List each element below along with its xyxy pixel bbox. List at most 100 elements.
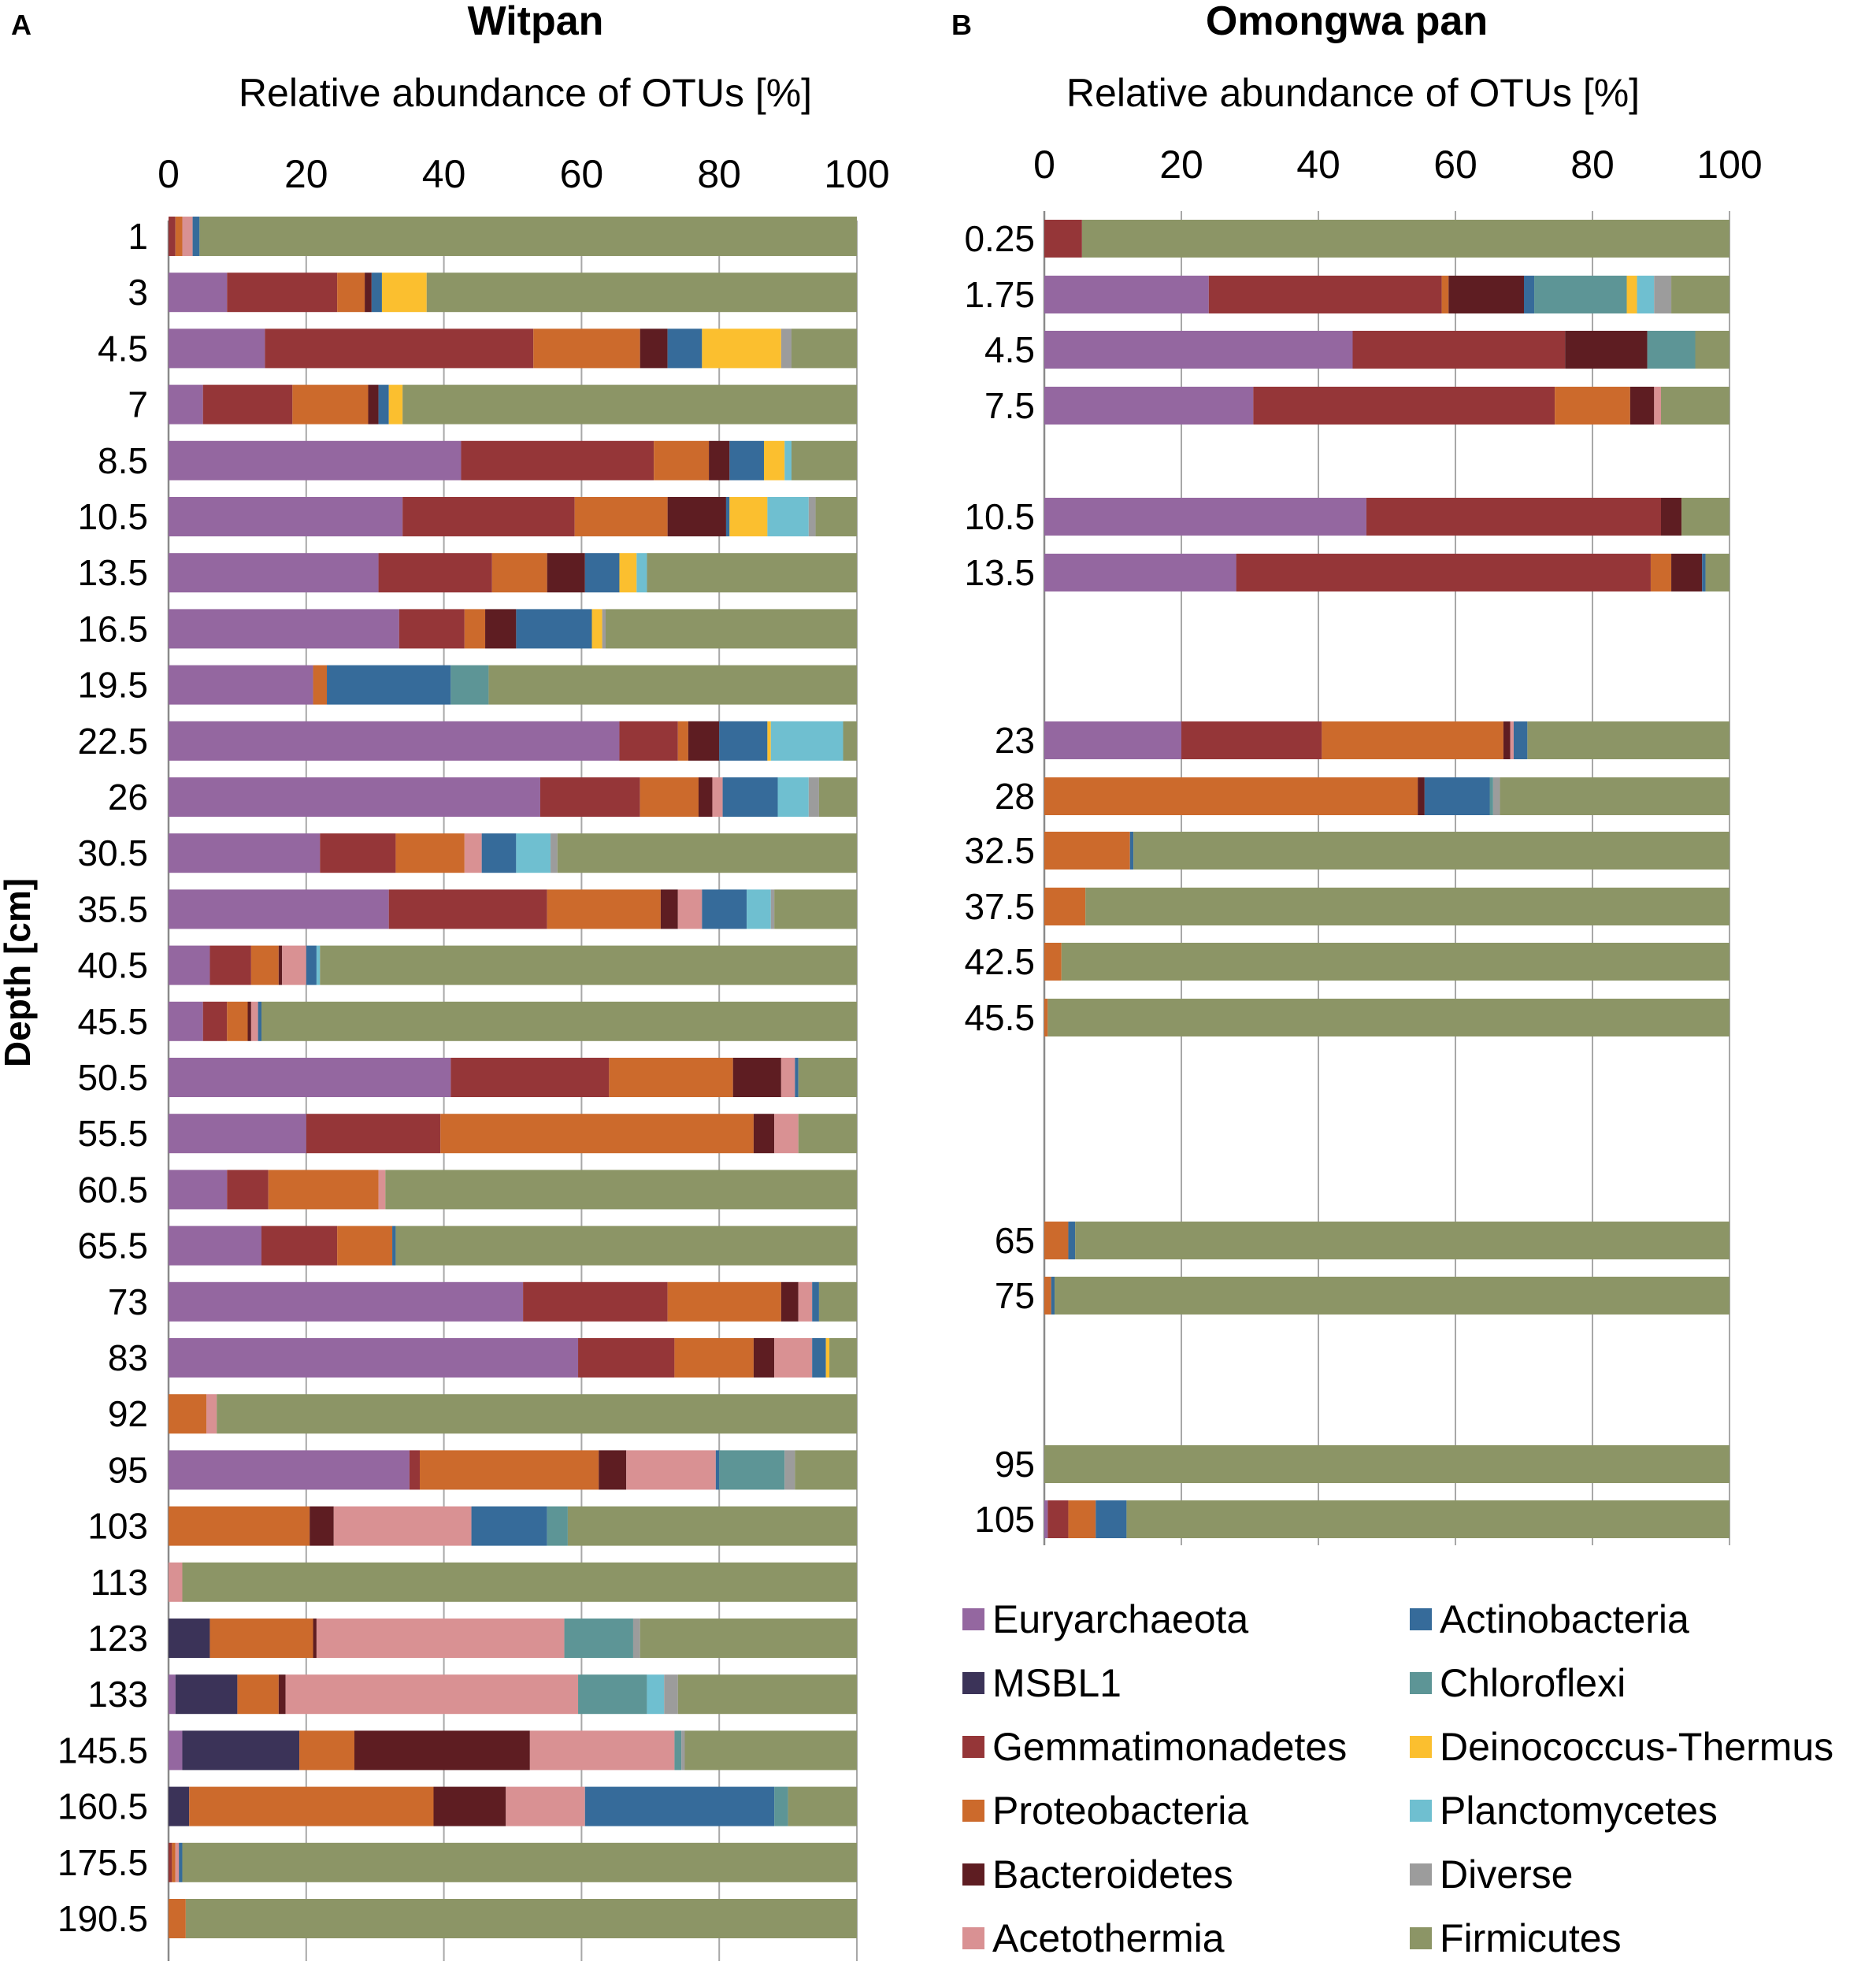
legend-swatch-acetothermia xyxy=(962,1927,984,1949)
panel-a-bar-firmicutes xyxy=(185,1899,858,1938)
panel-a-depth-label: 3 xyxy=(128,272,148,313)
panel-a-bar-firmicutes xyxy=(640,1619,857,1658)
panel-a-bar-deinococcus-thermus xyxy=(729,497,768,536)
panel-b-title: Omongwa pan xyxy=(1206,0,1488,44)
panel-a-bar-deinococcus-thermus xyxy=(591,609,602,649)
panel-a-bar-deinococcus-thermus xyxy=(619,553,637,593)
panel-a-depth-label: 160.5 xyxy=(57,1786,148,1827)
panel-b-depth-label: 28 xyxy=(995,776,1035,817)
legend-label: Acetothermia xyxy=(992,1916,1225,1960)
panel-a-bar-bacteroidetes xyxy=(660,889,678,929)
panel-a-plot xyxy=(167,217,858,1961)
panel-a-bar-proteobacteria xyxy=(395,833,465,873)
panel-b-bar-actinobacteria xyxy=(1068,1222,1076,1259)
panel-b-bar-proteobacteria xyxy=(1441,276,1449,313)
panel-a-bar-proteobacteria xyxy=(292,384,369,425)
panel-b-bar-actinobacteria xyxy=(1524,276,1535,313)
panel-b-bar-bacteroidetes xyxy=(1629,387,1655,425)
panel-b-bar-actinobacteria xyxy=(1424,777,1490,815)
panel-a-bar-acetothermia xyxy=(677,889,703,929)
panel-a-bar-actinobacteria xyxy=(327,665,451,705)
panel-a-bar-proteobacteria xyxy=(175,217,183,256)
panel-a-bar-actinobacteria xyxy=(725,497,730,536)
panel-a-xtick-label: 40 xyxy=(422,152,466,196)
panel-b-bar-bacteroidetes xyxy=(1671,554,1703,591)
panel-a-bar-proteobacteria xyxy=(172,1842,176,1882)
panel-b-bar-euryarchaeota xyxy=(1044,387,1254,425)
panel-a-bar-bacteroidetes xyxy=(547,553,585,593)
panel-a-depth-label: 190.5 xyxy=(57,1898,148,1939)
panel-b-xtick-label: 60 xyxy=(1433,143,1477,187)
panel-a-bar-proteobacteria xyxy=(250,945,279,985)
panel-a-bar-euryarchaeota xyxy=(169,1114,306,1154)
panel-a-bar-diverse xyxy=(808,777,819,817)
panel-a-bar-chloroflexi xyxy=(578,1674,647,1715)
panel-a-bar-bacteroidetes xyxy=(433,1786,506,1826)
panel-a-bar-gemmatimonadetes xyxy=(450,1058,610,1097)
panel-a-bar-proteobacteria xyxy=(337,1226,393,1266)
panel-a-bar-firmicutes xyxy=(217,1394,857,1434)
panel-a-bar-firmicutes xyxy=(818,777,857,817)
panel-b-bar-euryarchaeota xyxy=(1044,721,1181,759)
panel-a-bar-diverse xyxy=(808,497,816,536)
panel-a-bar-diverse xyxy=(551,833,558,873)
panel-b-bar-gemmatimonadetes xyxy=(1236,554,1651,591)
panel-a-bar-actinobacteria xyxy=(584,553,620,593)
panel-b-depth-labels: 0.25 1.75 4.5 7.5 10.5 13.5 23 28 32.5 37.5 42.5 45… xyxy=(964,218,1035,1540)
panel-a-bar-planctomycetes xyxy=(784,440,792,480)
panel-a-bar-actinobacteria xyxy=(812,1281,819,1322)
panel-a-depth-label: 145.5 xyxy=(57,1730,148,1771)
panel-b-depth-label: 23 xyxy=(995,720,1035,761)
panel-a-bar-msbl1 xyxy=(182,1730,300,1771)
legend-label: Bacteroidetes xyxy=(992,1852,1233,1897)
panel-b-bar-gemmatimonadetes xyxy=(1047,1500,1069,1538)
panel-b-bar-proteobacteria xyxy=(1044,1277,1051,1315)
panel-a-bar-planctomycetes xyxy=(747,889,771,929)
panel-b-bar-euryarchaeota xyxy=(1044,554,1236,591)
panel-b-bar-proteobacteria xyxy=(1044,832,1130,870)
panel-a-bar-diverse xyxy=(780,328,792,369)
panel-a-xtick-label: 60 xyxy=(560,152,604,196)
panel-b-bar-bacteroidetes xyxy=(1661,498,1682,536)
panel-a-depth-label: 1 xyxy=(128,216,148,257)
panel-a-bar-msbl1 xyxy=(169,1619,210,1658)
panel-a-bar-gemmatimonadetes xyxy=(169,217,176,256)
panel-a-bar-firmicutes xyxy=(199,217,857,256)
panel-b-bar-chloroflexi xyxy=(1647,331,1696,369)
panel-a-bar-firmicutes xyxy=(605,609,857,649)
panel-a-bar-proteobacteria xyxy=(640,777,699,817)
panel-b-bar-proteobacteria xyxy=(1044,943,1062,981)
panel-a-depth-label: 103 xyxy=(87,1506,148,1547)
panel-a-bar-acetothermia xyxy=(333,1506,472,1546)
panel-a-xtick-label: 20 xyxy=(284,152,328,196)
panel-a-bar-proteobacteria xyxy=(237,1674,279,1715)
panel-a-bar-euryarchaeota xyxy=(169,665,313,705)
panel-b-depth-label: 37.5 xyxy=(964,886,1035,927)
panel-b-bar-proteobacteria xyxy=(1555,387,1630,425)
legend-swatch-gemmatimonadetes xyxy=(962,1736,984,1758)
panel-b-bar-gemmatimonadetes xyxy=(1044,220,1082,258)
panel-a-bar-planctomycetes xyxy=(636,553,647,593)
panel-a-bar-euryarchaeota xyxy=(169,777,540,817)
panel-b-bar-acetothermia xyxy=(1654,387,1661,425)
panel-a-bar-proteobacteria xyxy=(169,1506,310,1546)
legend-label: Diverse xyxy=(1440,1852,1573,1897)
panel-a-depth-label: 95 xyxy=(108,1449,148,1490)
panel-a-depth-label: 16.5 xyxy=(77,608,148,649)
legend-label: MSBL1 xyxy=(992,1661,1122,1705)
panel-a-xtick-label: 0 xyxy=(158,152,180,196)
panel-a-depth-label: 19.5 xyxy=(77,665,148,706)
panel-b-bar-gemmatimonadetes xyxy=(1208,276,1442,313)
panel-a-bar-proteobacteria xyxy=(440,1114,754,1154)
panel-a-bar-bacteroidetes xyxy=(732,1058,781,1097)
panel-a-bar-gemmatimonadetes xyxy=(265,328,534,369)
panel-a-title: Witpan xyxy=(468,0,604,44)
legend-label: Chloroflexi xyxy=(1440,1661,1626,1705)
panel-b-bar-gemmatimonadetes xyxy=(1366,498,1661,536)
panel-a-bar-gemmatimonadetes xyxy=(539,777,640,817)
panel-b-bar-diverse xyxy=(1492,777,1500,815)
panel-a-bar-deinococcus-thermus xyxy=(825,1338,830,1378)
panel-b-bar-proteobacteria xyxy=(1322,721,1503,759)
panel-b-bar-euryarchaeota xyxy=(1044,1500,1048,1538)
panel-a-depth-label: 83 xyxy=(108,1337,148,1378)
